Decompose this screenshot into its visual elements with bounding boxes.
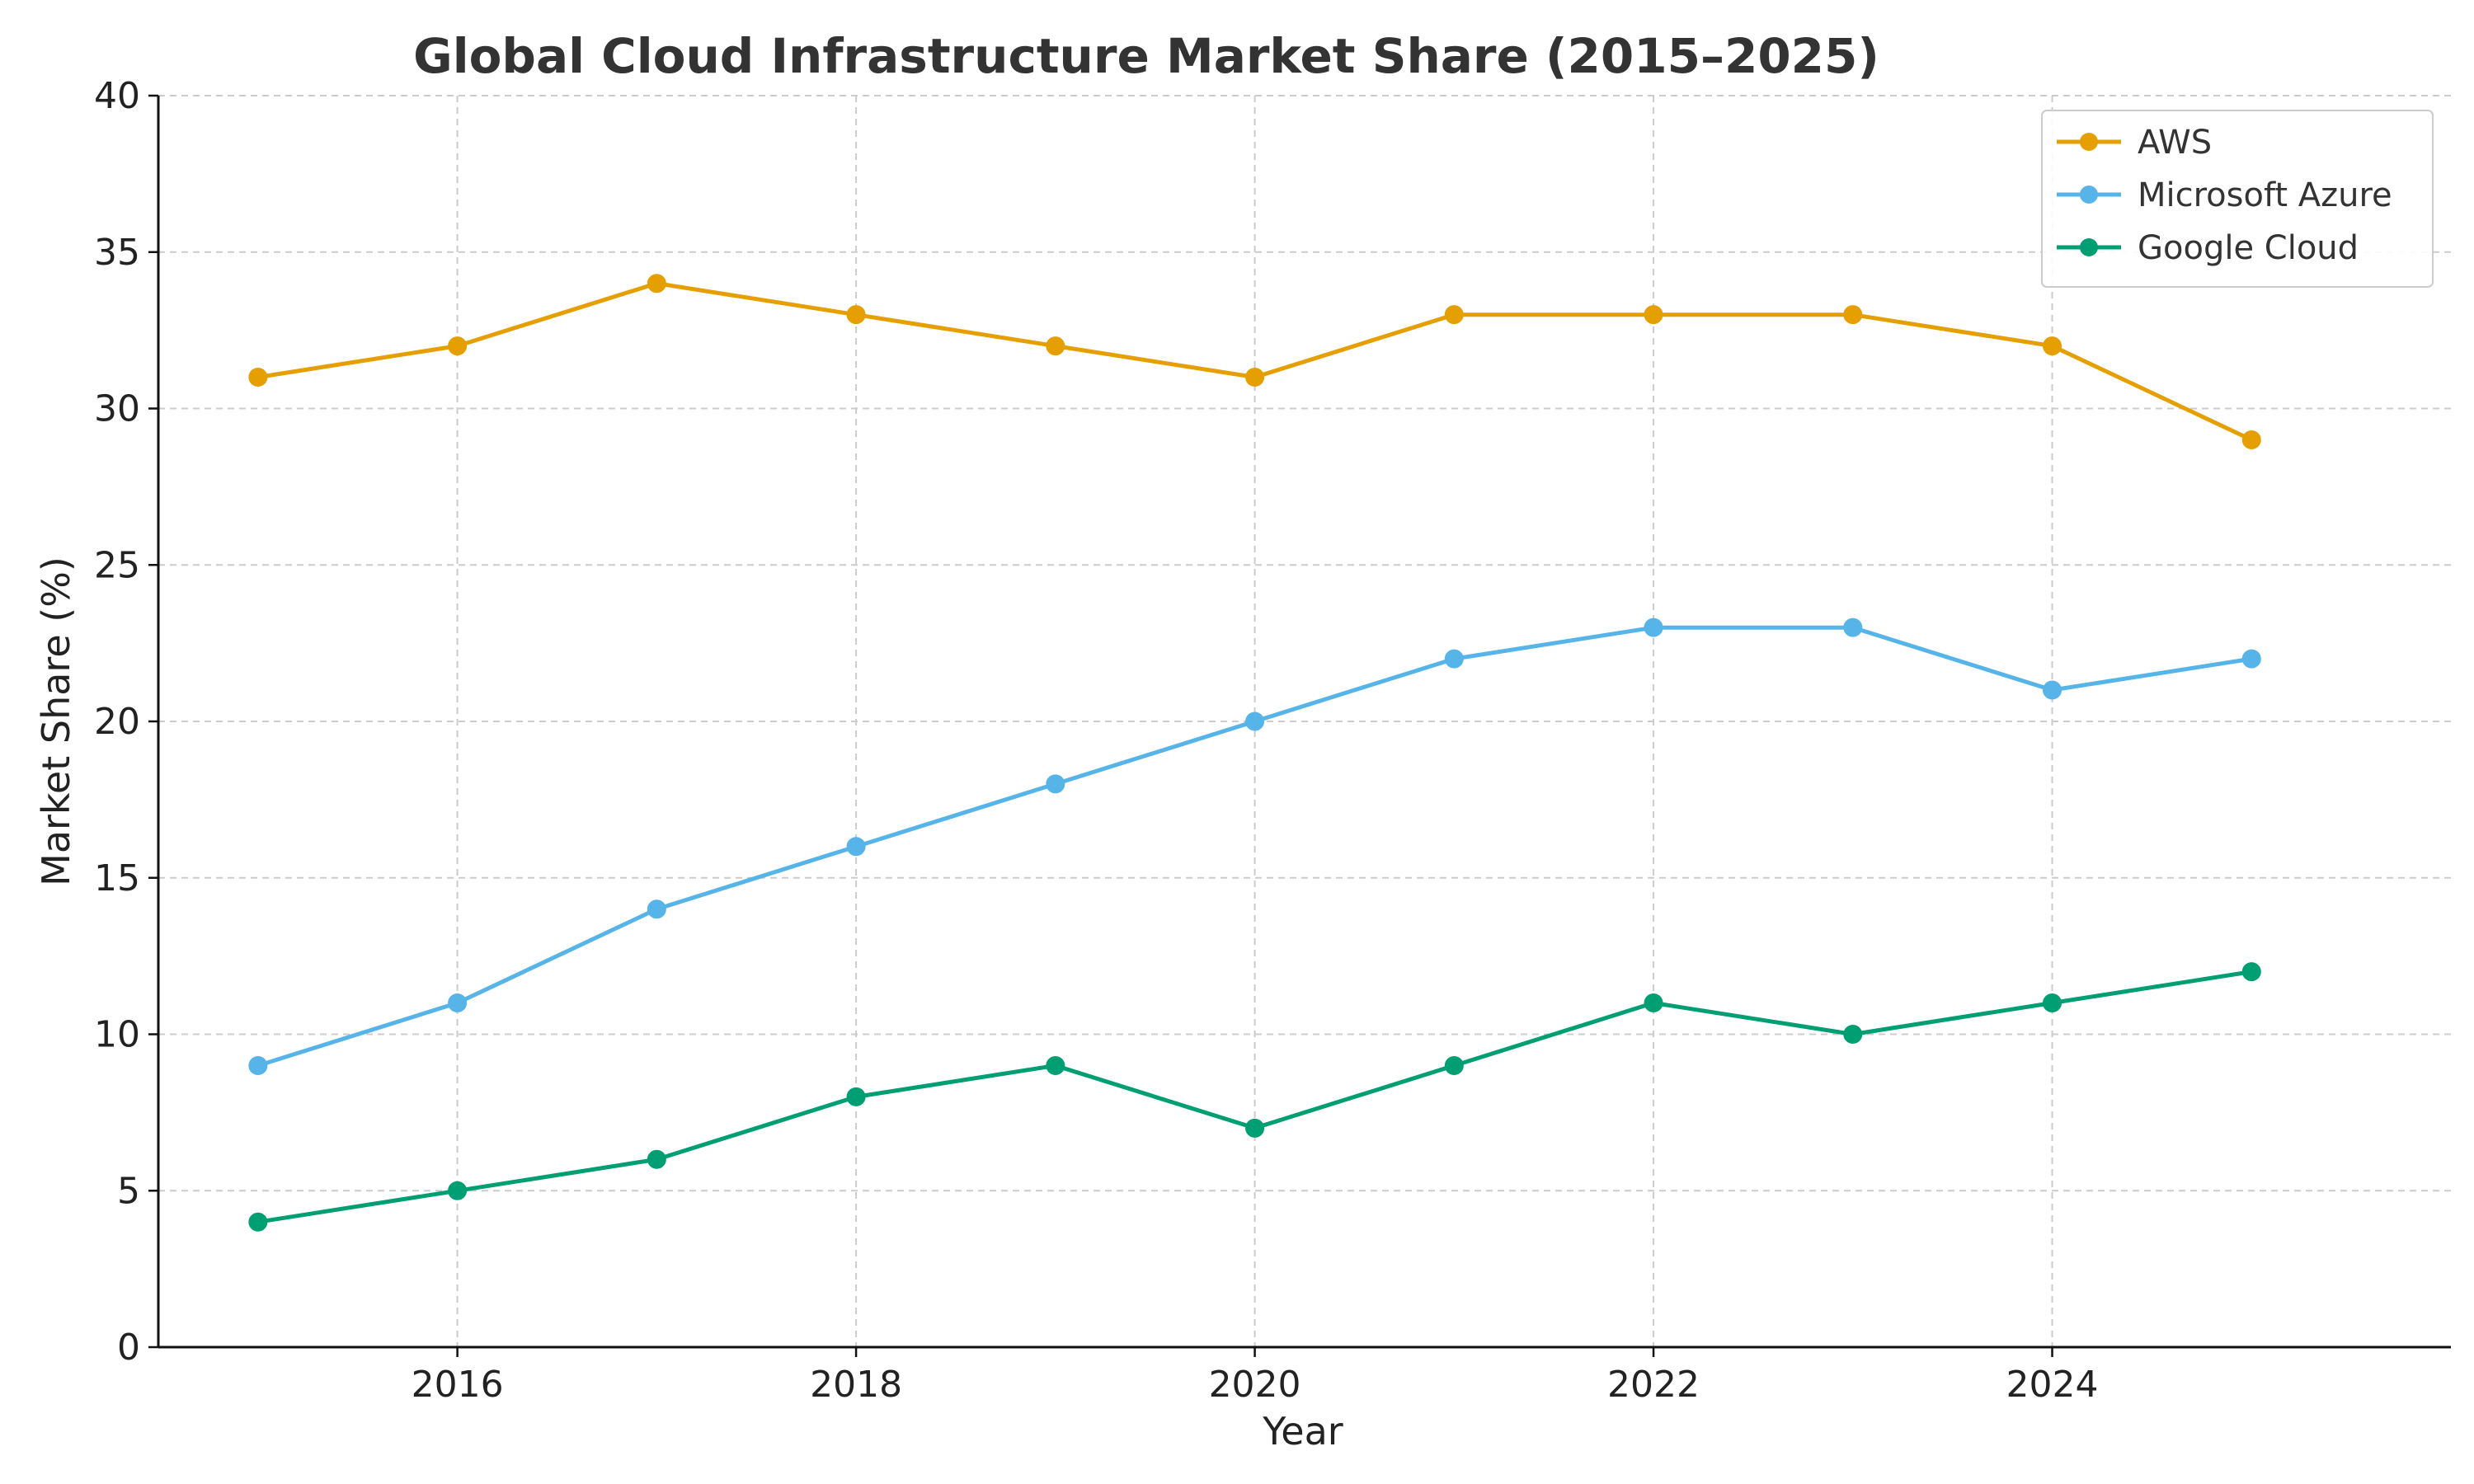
data-point-aws	[1245, 368, 1265, 387]
data-point-google-cloud	[448, 1181, 468, 1200]
data-point-aws	[448, 336, 468, 356]
data-point-google-cloud	[846, 1087, 866, 1106]
series-layer	[248, 274, 2261, 1232]
data-point-microsoft-azure	[2241, 649, 2261, 669]
legend-item-google-cloud: Google Cloud	[2057, 229, 2359, 267]
y-axis-label: Market Share (%)	[34, 556, 78, 886]
y-tick-label: 5	[117, 1170, 140, 1212]
legend-label: Google Cloud	[2138, 229, 2359, 267]
data-point-aws	[1644, 305, 1663, 325]
series-google-cloud	[248, 962, 2261, 1232]
series-microsoft-azure	[248, 618, 2261, 1075]
y-tick-label: 35	[94, 232, 140, 274]
data-point-microsoft-azure	[1843, 618, 1863, 637]
axis-layer: 0 5 10 15 20 25 30 35 40 2016 2018 2020 2022 2024	[94, 75, 2451, 1406]
legend-swatch-marker	[2080, 186, 2098, 204]
chart-title: Global Cloud Infrastructure Market Share…	[413, 28, 1879, 84]
data-point-google-cloud	[647, 1149, 666, 1169]
data-point-microsoft-azure	[846, 837, 866, 857]
y-tick-label: 0	[117, 1327, 140, 1369]
data-point-aws	[2043, 336, 2062, 356]
data-point-aws	[846, 305, 866, 325]
data-point-google-cloud	[1444, 1055, 1464, 1075]
data-point-google-cloud	[248, 1212, 268, 1232]
data-point-microsoft-azure	[1046, 774, 1065, 794]
legend-swatch-marker	[2080, 133, 2098, 151]
y-tick-label: 40	[94, 75, 140, 117]
data-point-microsoft-azure	[2043, 680, 2062, 700]
data-point-aws	[647, 274, 666, 294]
series-aws	[248, 274, 2261, 449]
data-point-google-cloud	[1843, 1025, 1863, 1044]
x-tick-label: 2020	[1209, 1364, 1301, 1406]
data-point-google-cloud	[1245, 1118, 1265, 1138]
y-tick-label: 10	[94, 1014, 140, 1056]
legend: AWS Microsoft Azure Google Cloud	[2041, 110, 2434, 288]
data-point-microsoft-azure	[448, 993, 468, 1013]
data-point-aws	[1046, 336, 1065, 356]
data-point-microsoft-azure	[1444, 649, 1464, 669]
x-tick-label: 2022	[1607, 1364, 1700, 1406]
y-tick-label: 15	[94, 857, 140, 899]
y-tick-label: 20	[94, 701, 140, 743]
data-point-aws	[2241, 430, 2261, 449]
x-tick-label: 2018	[810, 1364, 902, 1406]
legend-swatch-marker	[2080, 238, 2098, 256]
legend-item-aws: AWS	[2057, 124, 2212, 162]
data-point-aws	[1444, 305, 1464, 325]
x-axis-label: Year	[1262, 1409, 1343, 1453]
data-point-microsoft-azure	[1245, 711, 1265, 731]
data-point-microsoft-azure	[248, 1055, 268, 1075]
grid-layer	[158, 95, 2451, 1348]
data-point-google-cloud	[1644, 993, 1663, 1013]
data-point-aws	[1843, 305, 1863, 325]
legend-box	[2041, 110, 2434, 288]
data-point-google-cloud	[2043, 993, 2062, 1013]
y-tick-label: 30	[94, 388, 140, 430]
x-tick-label: 2024	[2006, 1364, 2099, 1406]
y-tick-label: 25	[94, 544, 140, 586]
legend-label: Microsoft Azure	[2138, 176, 2392, 214]
legend-label: AWS	[2138, 124, 2212, 162]
legend-item-microsoft-azure: Microsoft Azure	[2057, 176, 2392, 214]
data-point-aws	[248, 368, 268, 387]
data-point-microsoft-azure	[647, 899, 666, 919]
data-point-google-cloud	[1046, 1055, 1065, 1075]
x-tick-label: 2016	[412, 1364, 504, 1406]
data-point-microsoft-azure	[1644, 618, 1663, 637]
data-point-google-cloud	[2241, 962, 2261, 982]
